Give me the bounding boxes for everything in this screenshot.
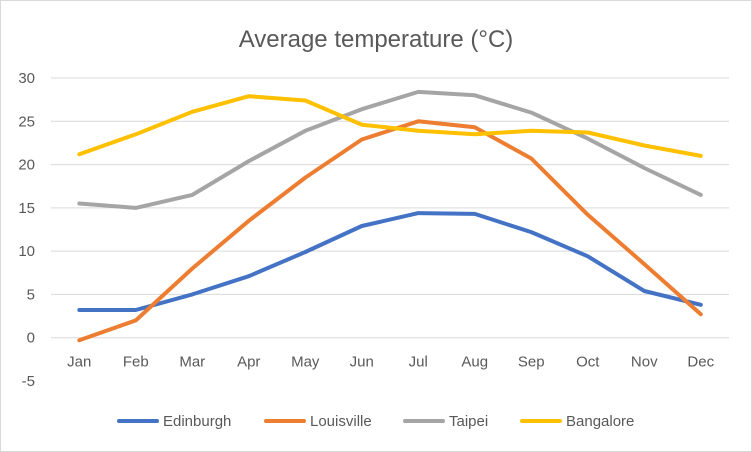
x-tick-label: May <box>291 354 320 371</box>
x-axis-tick-labels: Jan Feb Mar Apr May Jun Jul Aug Sep Oct Nov Dec <box>67 354 714 371</box>
x-tick-label: Feb <box>123 354 149 371</box>
y-tick-label: 30 <box>18 70 35 87</box>
legend-label: Edinburgh <box>163 413 231 430</box>
chart-title: Average temperature (°C) <box>239 26 514 53</box>
x-tick-label: Mar <box>179 354 205 371</box>
legend-item-bangalore: Bangalore <box>520 413 634 430</box>
x-tick-label: Aug <box>461 354 488 371</box>
legend-item-taipei: Taipei <box>403 413 488 430</box>
x-tick-label: Dec <box>687 354 714 371</box>
y-tick-label: -5 <box>22 373 35 390</box>
gridlines <box>51 77 729 339</box>
x-tick-label: Nov <box>631 354 658 371</box>
x-tick-label: Jun <box>350 354 374 371</box>
x-tick-label: Jan <box>67 354 91 371</box>
series-line-edinburgh <box>77 211 703 312</box>
y-tick-label: 10 <box>18 243 35 260</box>
y-axis-tick-labels: 30 25 20 15 10 5 0 -5 <box>18 70 35 390</box>
legend-item-edinburgh: Edinburgh <box>117 413 231 430</box>
x-tick-label: Oct <box>576 354 600 371</box>
legend: Edinburgh Louisville Taipei Bangalore <box>117 413 634 430</box>
x-tick-label: Apr <box>237 354 260 371</box>
y-tick-label: 15 <box>18 200 35 217</box>
y-tick-label: 20 <box>18 157 35 174</box>
x-tick-label: Sep <box>518 354 545 371</box>
y-tick-label: 0 <box>27 330 35 347</box>
x-tick-label: Jul <box>409 354 428 371</box>
series-line-taipei <box>77 89 703 210</box>
legend-label: Bangalore <box>566 413 634 430</box>
legend-label: Louisville <box>310 413 372 430</box>
series-lines <box>77 89 703 343</box>
legend-label: Taipei <box>449 413 488 430</box>
y-tick-label: 25 <box>18 113 35 130</box>
series-line-bangalore <box>77 94 703 158</box>
legend-item-louisville: Louisville <box>264 413 372 430</box>
y-tick-label: 5 <box>27 286 35 303</box>
series-line-louisville <box>77 119 703 343</box>
